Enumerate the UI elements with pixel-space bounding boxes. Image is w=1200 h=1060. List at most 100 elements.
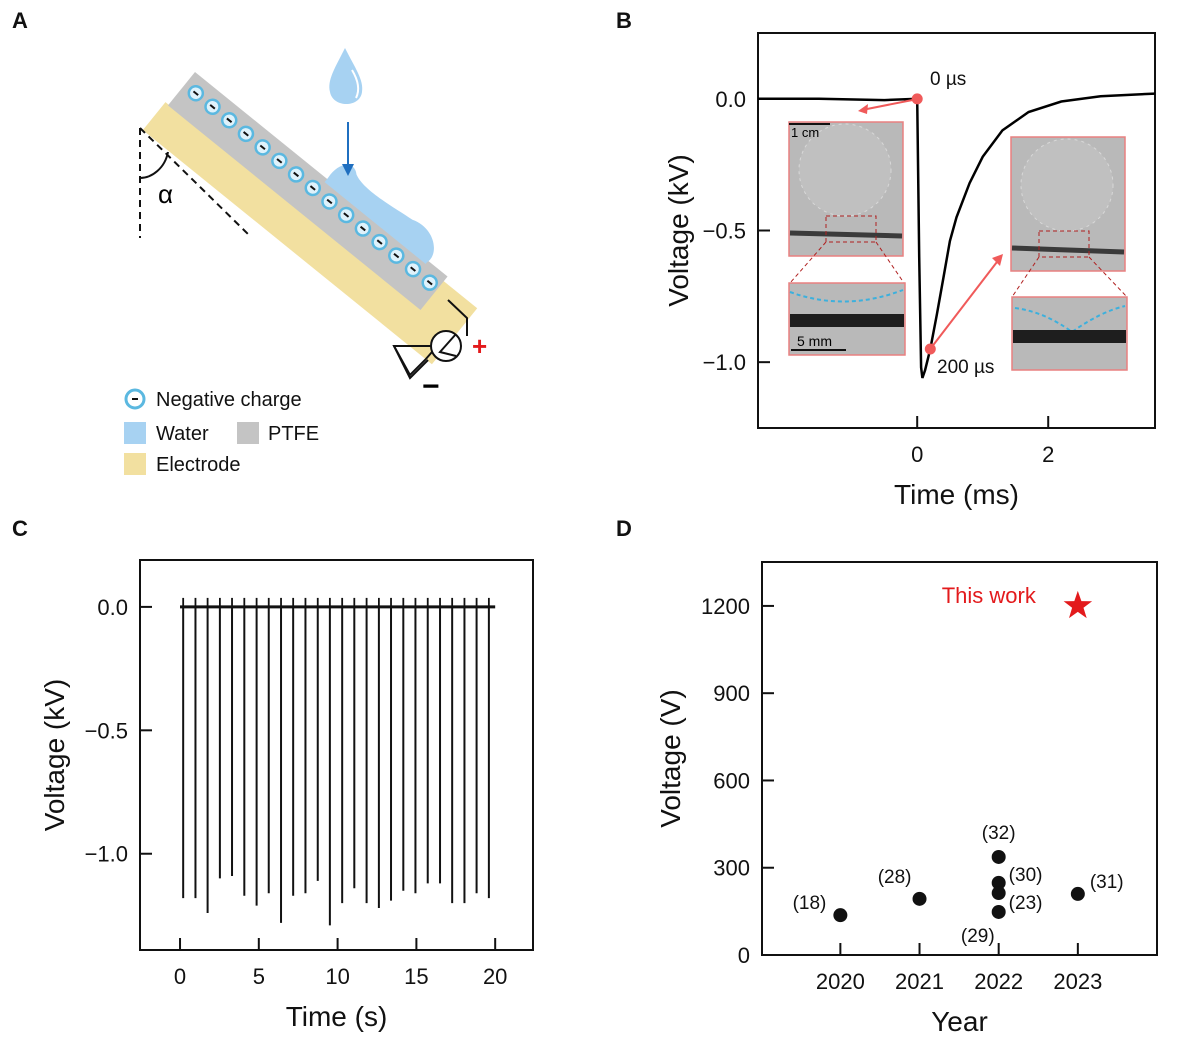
data-point [991, 875, 1006, 890]
panel-c-chart: 0 5 10 15 20 0.0 −0.5 −1.0 Time (s) Voltage (kV) [39, 559, 534, 1032]
y-tick-label: −1.0 [703, 350, 746, 375]
y-axis-label: Voltage (kV) [39, 679, 70, 832]
time-marker [911, 93, 923, 105]
minus-sign [293, 171, 300, 178]
marker-arrow-0us [861, 98, 914, 111]
falling-arrow-head [342, 164, 354, 176]
arrow-head [858, 104, 868, 114]
data-point-label: (32) [982, 823, 1016, 844]
this-work-star-icon [1063, 590, 1093, 619]
minus-sign [359, 225, 366, 232]
data-point [991, 886, 1006, 901]
plot-frame [761, 561, 1158, 956]
droplet-highlight [351, 69, 360, 99]
minus-sign [326, 198, 333, 205]
y-axis-label: Voltage (V) [655, 689, 686, 828]
panel-label-a: A [12, 8, 28, 33]
y-axis-label: Voltage (kV) [663, 154, 694, 307]
minus-sign [192, 90, 199, 96]
marker-arrow-200us [932, 257, 1001, 346]
legend-ptfe-swatch [237, 422, 259, 444]
x-axis-label: Time (ms) [894, 479, 1019, 510]
minus-sign [426, 280, 433, 286]
inset-images: 1 cm 5 mm [788, 121, 1128, 371]
electrode-layer [142, 102, 455, 365]
x-tick-label: 2020 [816, 969, 865, 994]
angle-arc [139, 151, 169, 179]
panel-b-chart: 1 cm 5 mm 0 2 0.0 −0.5 −1.0 Time (ms) Voltage … [663, 32, 1156, 510]
arrow-head [992, 254, 1003, 266]
x-tick-label: 15 [404, 964, 428, 989]
y-tick-label: −0.5 [703, 219, 746, 244]
legend-water: Water [156, 423, 209, 445]
x-axis-label: Time (s) [286, 1001, 388, 1032]
negative-charges [187, 84, 438, 291]
data-point [991, 849, 1006, 864]
panel-label-b: B [616, 8, 632, 33]
minus-sign [259, 144, 266, 151]
angle-label: α [158, 179, 173, 209]
panel-a-schematic: α + − Negative charge Water PTFE Electro… [124, 48, 487, 476]
data-point-label: (31) [1090, 872, 1124, 893]
data-point [833, 908, 848, 923]
circuit-wire-bottom [393, 345, 429, 380]
x-tick-label: 2021 [895, 969, 944, 994]
legend-ptfe: PTFE [268, 423, 319, 445]
y-tick-label: 1200 [701, 594, 750, 619]
y-tick-label: 900 [713, 681, 750, 706]
panel-d-chart: 2020 2021 2022 2023 0 300 600 900 1200 Year Voltag… [655, 561, 1158, 1037]
minus-terminal: − [422, 370, 440, 403]
minus-sign [343, 212, 350, 218]
legend-water-swatch [124, 422, 146, 444]
minus-sign [393, 252, 400, 259]
y-tick-label: 300 [713, 856, 750, 881]
data-point [912, 891, 927, 906]
voltmeter-needle [438, 333, 457, 357]
minus-sign [276, 158, 283, 164]
marker-label: 200 µs [937, 357, 994, 378]
minus-sign [242, 131, 249, 137]
legend-negative-charge: Negative charge [156, 389, 302, 411]
marker-label: 0 µs [930, 69, 966, 90]
x-tick-label: 5 [253, 964, 265, 989]
scale-label-1cm: 1 cm [791, 125, 819, 140]
data-point-label: (18) [793, 893, 827, 914]
legend-electrode: Electrode [156, 454, 241, 476]
circuit-wire [392, 299, 468, 377]
x-tick-label: 2022 [974, 969, 1023, 994]
x-axis-label: Year [931, 1006, 988, 1037]
y-tick-label: −0.5 [85, 718, 128, 743]
x-tick-label: 0 [174, 964, 186, 989]
plot-frame [139, 559, 534, 951]
data-point [991, 904, 1006, 919]
y-tick-label: 0 [738, 943, 750, 968]
panel-label-d: D [616, 516, 632, 541]
data-point [1070, 886, 1085, 901]
y-tick-label: 0.0 [97, 595, 128, 620]
data-point-label: (30) [1009, 865, 1043, 886]
panel-label-c: C [12, 516, 28, 541]
this-work-label: This work [942, 583, 1037, 608]
voltage-trace [758, 92, 1156, 379]
x-tick-label: 10 [325, 964, 349, 989]
x-tick-label: 2023 [1053, 969, 1102, 994]
minus-sign [209, 104, 216, 110]
minus-sign [376, 239, 383, 245]
y-tick-label: 600 [713, 768, 750, 793]
scale-label-5mm: 5 mm [797, 333, 832, 349]
minus-sign [226, 117, 233, 123]
data-point-label: (28) [878, 867, 912, 888]
time-marker [924, 343, 936, 355]
data-point-label: (29) [961, 926, 995, 947]
incline-reference-line [139, 127, 251, 237]
x-tick-label: 0 [911, 442, 923, 467]
y-tick-label: −1.0 [85, 842, 128, 867]
droplet-outline [798, 123, 892, 217]
legend-electrode-swatch [124, 453, 146, 475]
x-tick-label: 2 [1042, 442, 1054, 467]
water-film [324, 164, 434, 264]
plus-terminal: + [472, 331, 487, 361]
y-tick-label: 0.0 [715, 87, 746, 112]
data-point-label: (23) [1009, 893, 1043, 914]
